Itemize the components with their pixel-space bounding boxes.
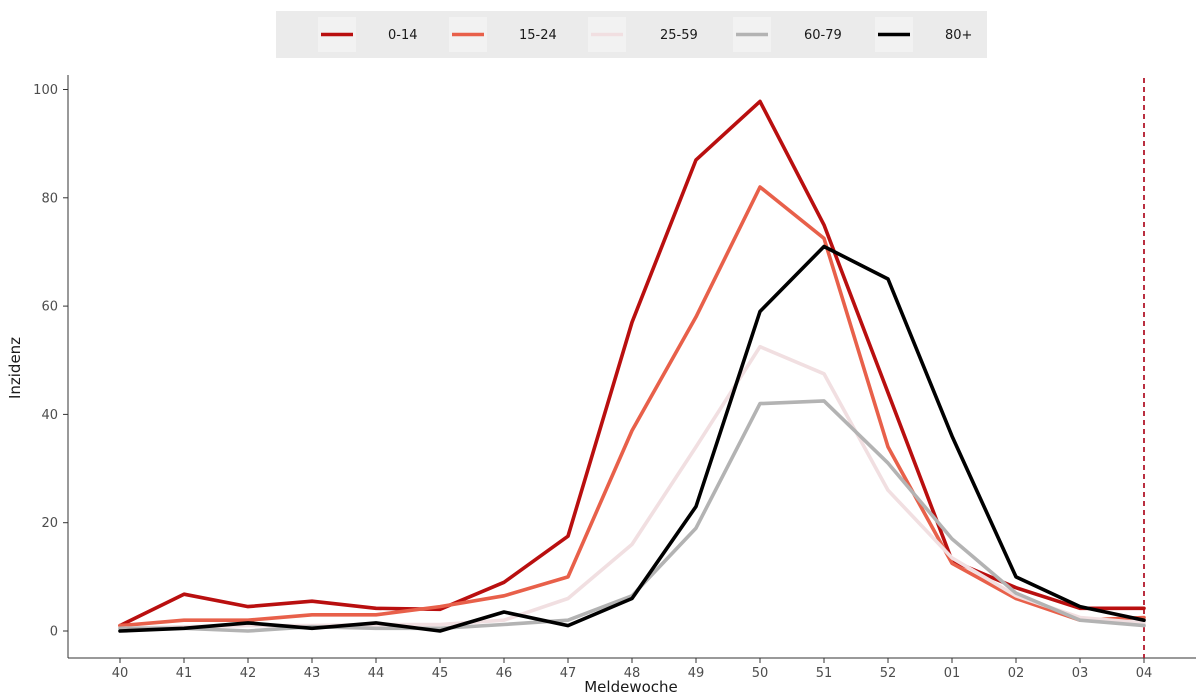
x-tick-label: 51 <box>816 666 833 681</box>
x-tick-label: 40 <box>112 666 129 681</box>
x-tick-label: 03 <box>1072 666 1089 681</box>
x-tick-label: 02 <box>1008 666 1025 681</box>
x-tick-label: 01 <box>944 666 961 681</box>
legend-label-25-59: 25-59 <box>660 28 698 43</box>
legend-label-80+: 80+ <box>945 28 972 43</box>
y-tick-label: 100 <box>33 83 58 98</box>
x-tick-label: 47 <box>560 666 577 681</box>
x-tick-label: 52 <box>880 666 897 681</box>
x-tick-label: 04 <box>1136 666 1153 681</box>
y-tick-label: 0 <box>50 625 58 640</box>
y-tick-label: 20 <box>41 516 58 531</box>
legend-background <box>276 11 987 58</box>
x-tick-label: 46 <box>496 666 513 681</box>
y-axis-title: Inzidenz <box>6 337 24 399</box>
y-tick-label: 60 <box>41 300 58 315</box>
x-tick-label: 44 <box>368 666 385 681</box>
legend-label-60-79: 60-79 <box>804 28 842 43</box>
x-tick-label: 43 <box>304 666 321 681</box>
y-tick-label: 40 <box>41 408 58 423</box>
series-lines <box>118 99 1146 633</box>
x-tick-label: 50 <box>752 666 769 681</box>
series-line-80+ <box>118 244 1146 633</box>
y-tick-label: 80 <box>41 191 58 206</box>
series-line-0-14 <box>118 99 1146 628</box>
legend-label-0-14: 0-14 <box>388 28 418 43</box>
x-tick-label: 41 <box>176 666 193 681</box>
x-tick-label: 45 <box>432 666 449 681</box>
x-tick-label: 48 <box>624 666 641 681</box>
series-line-15-24 <box>118 185 1146 628</box>
x-axis-title: Meldewoche <box>584 678 678 696</box>
x-tick-label: 42 <box>240 666 257 681</box>
legend: 0-14 15-24 25-59 60-79 80+ <box>276 11 987 58</box>
legend-label-15-24: 15-24 <box>519 28 557 43</box>
x-tick-label: 49 <box>688 666 705 681</box>
